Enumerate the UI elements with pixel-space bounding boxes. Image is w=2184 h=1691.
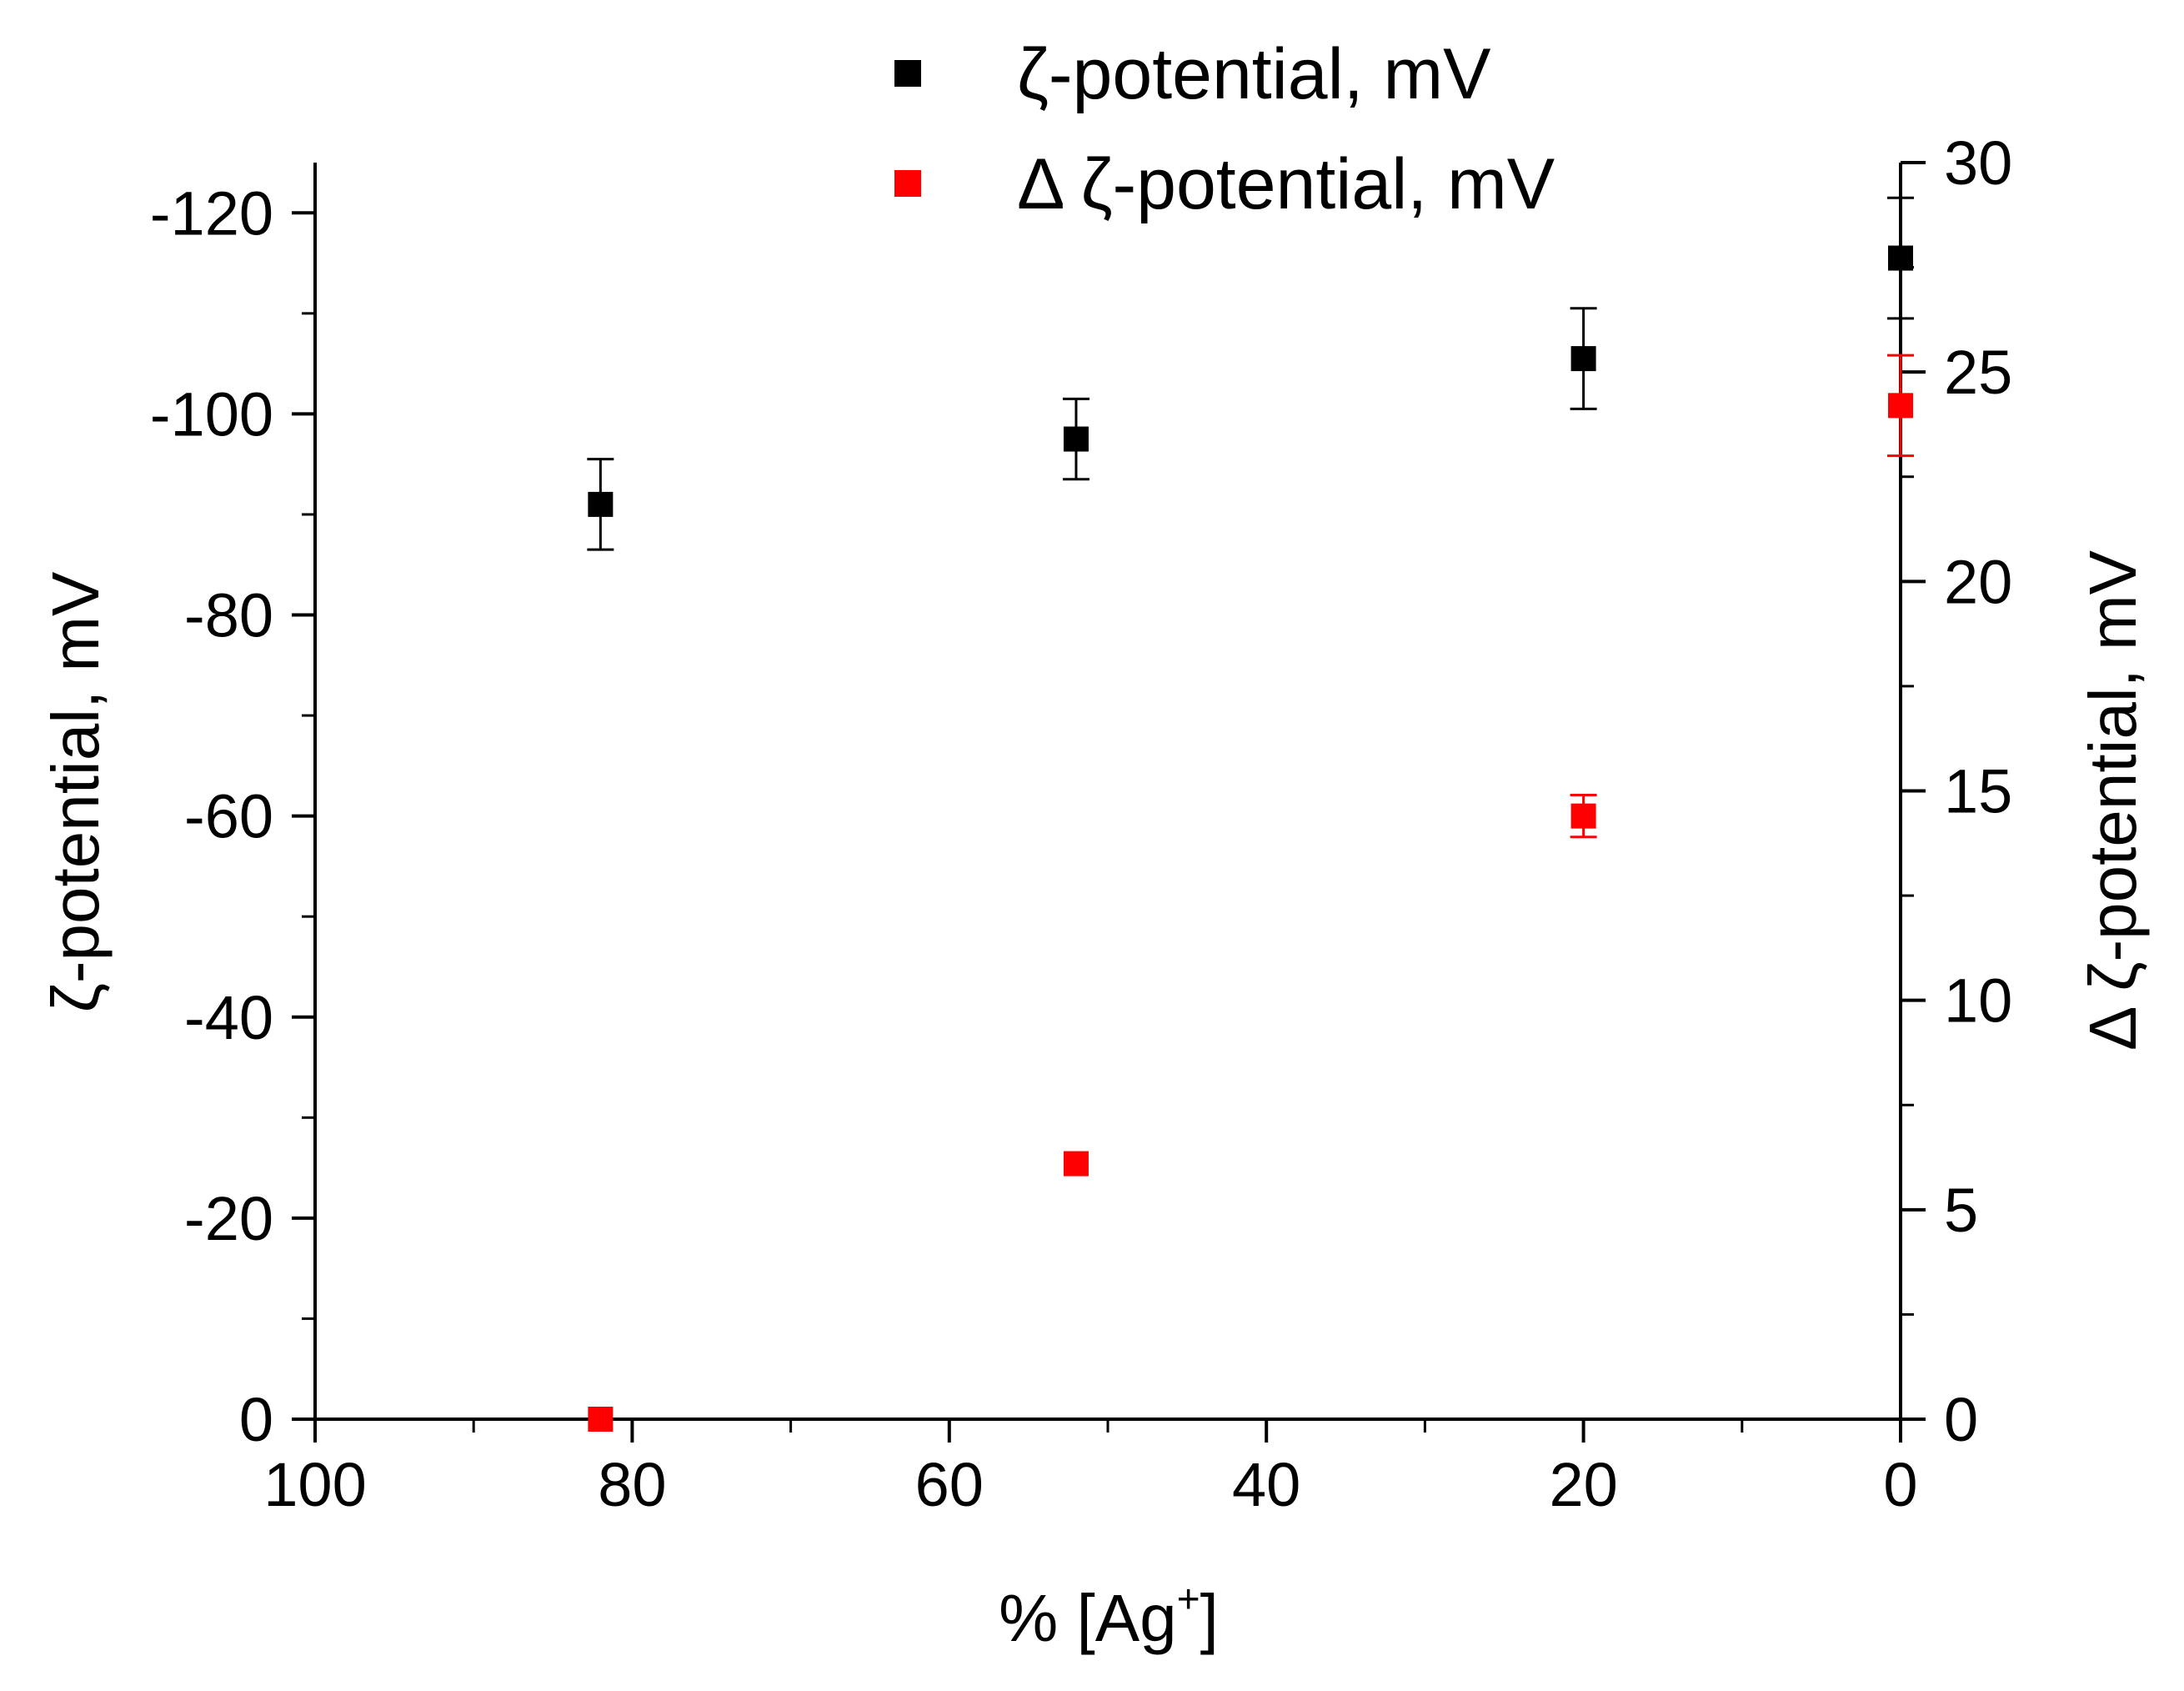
- data-point: [1063, 1151, 1089, 1177]
- y-right-tick-label: 30: [1944, 128, 2012, 198]
- x-axis-title-superscript: +: [1177, 1578, 1200, 1622]
- legend: ζ-potential, mV Δ ζ-potential, mV: [894, 34, 1555, 224]
- x-axis-title-suffix: ]: [1200, 1581, 1219, 1655]
- x-axis-title-main: % [Ag: [999, 1581, 1176, 1655]
- y-left-tick-label: -100: [150, 379, 273, 449]
- series-delta-zeta: [588, 354, 1914, 1432]
- legend-label-delta-zeta: Δ ζ-potential, mV: [1017, 144, 1555, 224]
- legend-marker-zeta: [894, 60, 921, 87]
- y-left-axis-title: ζ-potential, mV: [38, 571, 113, 1012]
- legend-label-zeta: ζ-potential, mV: [1017, 34, 1491, 114]
- x-tick-label: 80: [598, 1450, 666, 1519]
- data-point: [1888, 245, 1913, 271]
- y-left-tick-label: -120: [150, 178, 273, 248]
- y-left-tick-label: 0: [239, 1385, 273, 1454]
- data-point: [1063, 426, 1089, 452]
- right-y-axis: 0 5 10 15 20 25 30: [1899, 128, 2012, 1454]
- data-point: [1570, 803, 1596, 829]
- x-tick-label: 0: [1883, 1450, 1917, 1519]
- y-left-tick-label: -20: [184, 1184, 273, 1253]
- y-right-tick-label: 5: [1944, 1176, 1978, 1245]
- series-layer: [587, 196, 1914, 1432]
- x-tick-label: 40: [1232, 1450, 1300, 1519]
- data-point: [1570, 346, 1596, 372]
- x-axis-title: % [Ag+]: [999, 1578, 1219, 1655]
- data-point: [1888, 393, 1913, 419]
- series-zeta: [587, 196, 1914, 551]
- left-y-axis: 0 -20 -40 -60 -80 -100 -120: [150, 163, 317, 1454]
- y-right-tick-label: 15: [1944, 757, 2012, 826]
- y-right-tick-label: 0: [1944, 1385, 1978, 1454]
- x-axis: 100 80 60 40 20 0: [263, 1418, 1918, 1519]
- data-point: [588, 1407, 614, 1432]
- y-left-tick-label: -60: [184, 782, 273, 851]
- data-point: [588, 491, 614, 517]
- y-right-tick-label: 10: [1944, 966, 2012, 1036]
- y-right-tick-label: 25: [1944, 338, 2012, 407]
- y-right-axis-title: Δ ζ-potential, mV: [2076, 549, 2150, 1051]
- x-tick-label: 60: [915, 1450, 984, 1519]
- x-tick-label: 100: [263, 1450, 366, 1519]
- y-left-tick-label: -40: [184, 983, 273, 1052]
- legend-marker-delta-zeta: [894, 170, 921, 197]
- y-left-tick-label: -80: [184, 581, 273, 650]
- x-tick-label: 20: [1549, 1450, 1617, 1519]
- y-right-tick-label: 20: [1944, 547, 2012, 616]
